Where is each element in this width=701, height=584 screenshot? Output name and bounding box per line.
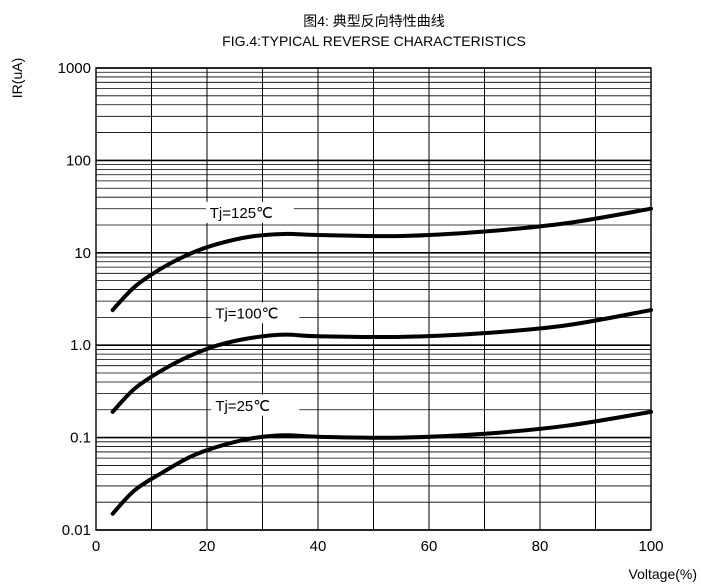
x-tick-label: 40	[310, 538, 327, 555]
series-label: Tj=25℃	[215, 398, 270, 415]
tick-labels: 0 20 40 60 80 100 0.01 0.1 1.0 10 100 1000	[58, 60, 664, 555]
plot-frame	[95, 67, 652, 531]
y-tick-label: 10	[74, 245, 91, 262]
y-tick-label: 1.0	[70, 337, 91, 354]
series-label: Tj=125℃	[210, 205, 273, 222]
chart-title: 图4: 典型反向特性曲线	[303, 13, 445, 29]
grid	[95, 67, 652, 531]
x-tick-label: 20	[199, 538, 216, 555]
x-tick-label: 0	[92, 538, 100, 555]
series-labels: Tj=125℃ Tj=100℃ Tj=25℃	[205, 201, 300, 416]
series-line	[110, 409, 653, 516]
chart-subtitle: FIG.4:TYPICAL REVERSE CHARACTERISTICS	[222, 33, 526, 49]
x-tick-label: 80	[532, 538, 549, 555]
y-tick-label: 100	[66, 152, 91, 169]
series-label-bg	[211, 302, 300, 324]
y-tick-label: 0.1	[70, 430, 91, 447]
x-axis-label: Voltage(%)	[629, 566, 697, 582]
series-label-bg	[211, 394, 300, 416]
series-label: Tj=100℃	[215, 305, 278, 322]
series-line	[110, 308, 653, 414]
series-label-bg	[205, 201, 294, 223]
y-axis-label: IR(uA)	[9, 58, 25, 98]
x-tick-label: 100	[638, 538, 663, 555]
y-tick-label: 0.01	[62, 522, 91, 539]
x-tick-label: 60	[421, 538, 438, 555]
y-tick-label: 1000	[58, 60, 91, 77]
series-lines	[110, 206, 653, 516]
series-line	[110, 206, 653, 313]
